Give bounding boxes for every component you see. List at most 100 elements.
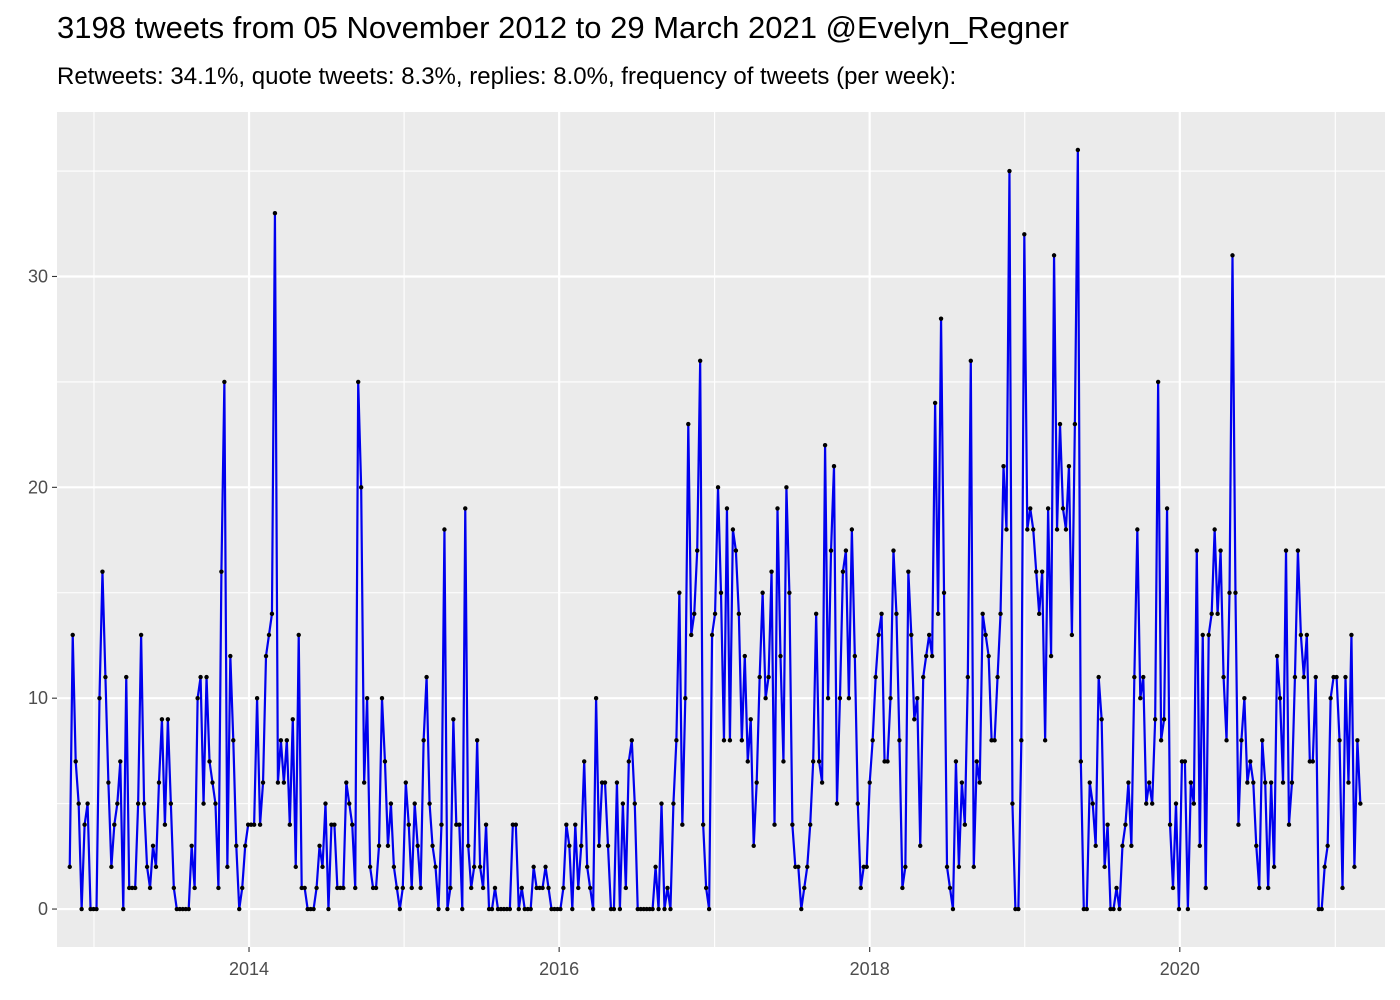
data-point bbox=[1277, 695, 1283, 701]
data-point bbox=[1084, 906, 1089, 912]
data-point bbox=[1224, 738, 1229, 743]
data-point bbox=[706, 906, 712, 912]
data-point bbox=[540, 885, 545, 891]
data-point bbox=[1203, 885, 1208, 891]
y-tick-label: 10 bbox=[28, 688, 48, 708]
data-point bbox=[132, 885, 138, 891]
data-point bbox=[1263, 780, 1268, 785]
data-point bbox=[400, 885, 406, 891]
data-point bbox=[573, 822, 578, 827]
data-point bbox=[281, 780, 287, 785]
data-point bbox=[584, 864, 590, 870]
data-point bbox=[754, 780, 759, 785]
data-point bbox=[891, 548, 896, 553]
data-point bbox=[885, 759, 890, 764]
data-point bbox=[1188, 780, 1194, 785]
data-point bbox=[409, 885, 414, 891]
data-point bbox=[974, 759, 979, 764]
data-point bbox=[115, 801, 120, 806]
data-point bbox=[784, 485, 789, 490]
data-point bbox=[231, 738, 236, 743]
data-point bbox=[831, 464, 837, 469]
data-point bbox=[1319, 906, 1324, 912]
data-point bbox=[1048, 653, 1054, 659]
data-point bbox=[650, 906, 655, 912]
data-point bbox=[361, 780, 367, 785]
data-point bbox=[799, 906, 804, 912]
data-point bbox=[430, 843, 435, 848]
data-point bbox=[314, 885, 319, 891]
data-point bbox=[956, 864, 962, 870]
data-point bbox=[156, 780, 162, 785]
data-point bbox=[192, 885, 197, 891]
data-point bbox=[79, 906, 84, 912]
data-point bbox=[103, 674, 108, 680]
data-point bbox=[320, 864, 325, 870]
data-point bbox=[198, 674, 203, 680]
data-point bbox=[1034, 569, 1039, 574]
data-point bbox=[311, 906, 316, 912]
data-point bbox=[1170, 885, 1176, 891]
data-point bbox=[787, 590, 792, 595]
data-point bbox=[317, 843, 322, 848]
data-point bbox=[697, 358, 703, 364]
data-point bbox=[653, 864, 658, 870]
data-point bbox=[1334, 674, 1339, 680]
data-point bbox=[287, 822, 292, 827]
data-point bbox=[686, 421, 691, 427]
data-point bbox=[703, 885, 709, 891]
data-point bbox=[147, 885, 153, 891]
data-point bbox=[1271, 864, 1277, 870]
data-point bbox=[1135, 527, 1140, 532]
data-point bbox=[469, 885, 474, 891]
data-point bbox=[144, 864, 150, 870]
data-point bbox=[983, 632, 988, 638]
data-point bbox=[284, 738, 290, 743]
data-point bbox=[356, 379, 361, 385]
data-point bbox=[962, 822, 968, 827]
data-point bbox=[421, 738, 426, 743]
data-point bbox=[822, 442, 828, 448]
data-point bbox=[611, 906, 617, 912]
data-point bbox=[1322, 864, 1327, 870]
data-point bbox=[1075, 147, 1081, 153]
data-point bbox=[237, 906, 242, 912]
data-point bbox=[1358, 801, 1363, 806]
data-point bbox=[1016, 906, 1021, 912]
data-point bbox=[721, 738, 727, 743]
data-point bbox=[870, 738, 875, 743]
data-point bbox=[712, 611, 718, 617]
data-point bbox=[546, 885, 551, 891]
data-point bbox=[1078, 759, 1084, 764]
data-point bbox=[403, 780, 408, 785]
data-point bbox=[674, 738, 679, 743]
data-point bbox=[986, 653, 991, 659]
data-point bbox=[1239, 738, 1244, 743]
data-point bbox=[1260, 738, 1265, 743]
data-point bbox=[605, 843, 611, 848]
data-point bbox=[778, 653, 783, 659]
data-point bbox=[138, 632, 144, 638]
data-point bbox=[689, 632, 694, 638]
data-point bbox=[216, 885, 221, 891]
data-point bbox=[1242, 695, 1247, 701]
data-point bbox=[1096, 674, 1101, 680]
data-point bbox=[590, 906, 596, 912]
data-point bbox=[243, 843, 248, 848]
data-point bbox=[1144, 801, 1149, 806]
data-point bbox=[617, 906, 623, 912]
data-point bbox=[210, 780, 215, 785]
data-point bbox=[1022, 232, 1027, 237]
data-point bbox=[1343, 674, 1348, 680]
data-point bbox=[900, 885, 905, 891]
data-point bbox=[1200, 632, 1205, 638]
data-point bbox=[736, 611, 742, 617]
data-point bbox=[751, 843, 756, 848]
data-point bbox=[388, 801, 394, 806]
data-point bbox=[810, 759, 816, 764]
data-point bbox=[424, 674, 429, 680]
data-point bbox=[1167, 822, 1173, 827]
data-point bbox=[763, 695, 768, 701]
data-point bbox=[1313, 674, 1318, 680]
data-point bbox=[507, 906, 513, 912]
